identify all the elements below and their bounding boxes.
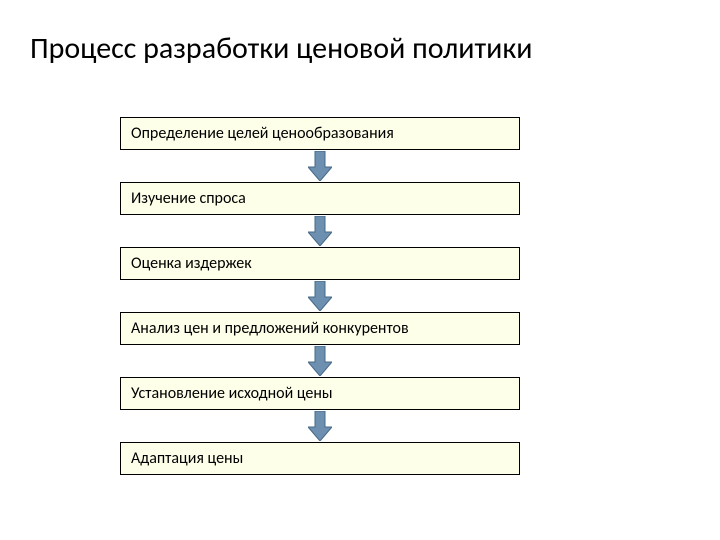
flow-step: Определение целей ценообразования: [120, 117, 520, 150]
flow-arrow: [120, 346, 520, 376]
flow-arrow: [120, 281, 520, 311]
arrow-path: [308, 151, 332, 181]
arrow-path: [308, 346, 332, 376]
flow-arrow: [120, 411, 520, 441]
flow-arrow: [120, 151, 520, 181]
flow-step: Оценка издержек: [120, 247, 520, 280]
arrow-path: [308, 411, 332, 441]
arrow-down-icon: [308, 281, 332, 311]
flow-step: Адаптация цены: [120, 442, 520, 475]
arrow-path: [308, 216, 332, 246]
arrow-down-icon: [308, 346, 332, 376]
arrow-down-icon: [308, 151, 332, 181]
arrow-down-icon: [308, 411, 332, 441]
flow-step: Анализ цен и предложений конкурентов: [120, 312, 520, 345]
flow-diagram: Определение целей ценообразования Изучен…: [120, 117, 520, 475]
arrow-down-icon: [308, 216, 332, 246]
flow-step: Изучение спроса: [120, 182, 520, 215]
arrow-path: [308, 281, 332, 311]
flow-arrow: [120, 216, 520, 246]
page-title: Процесс разработки ценовой политики: [30, 30, 690, 67]
flow-step: Установление исходной цены: [120, 377, 520, 410]
